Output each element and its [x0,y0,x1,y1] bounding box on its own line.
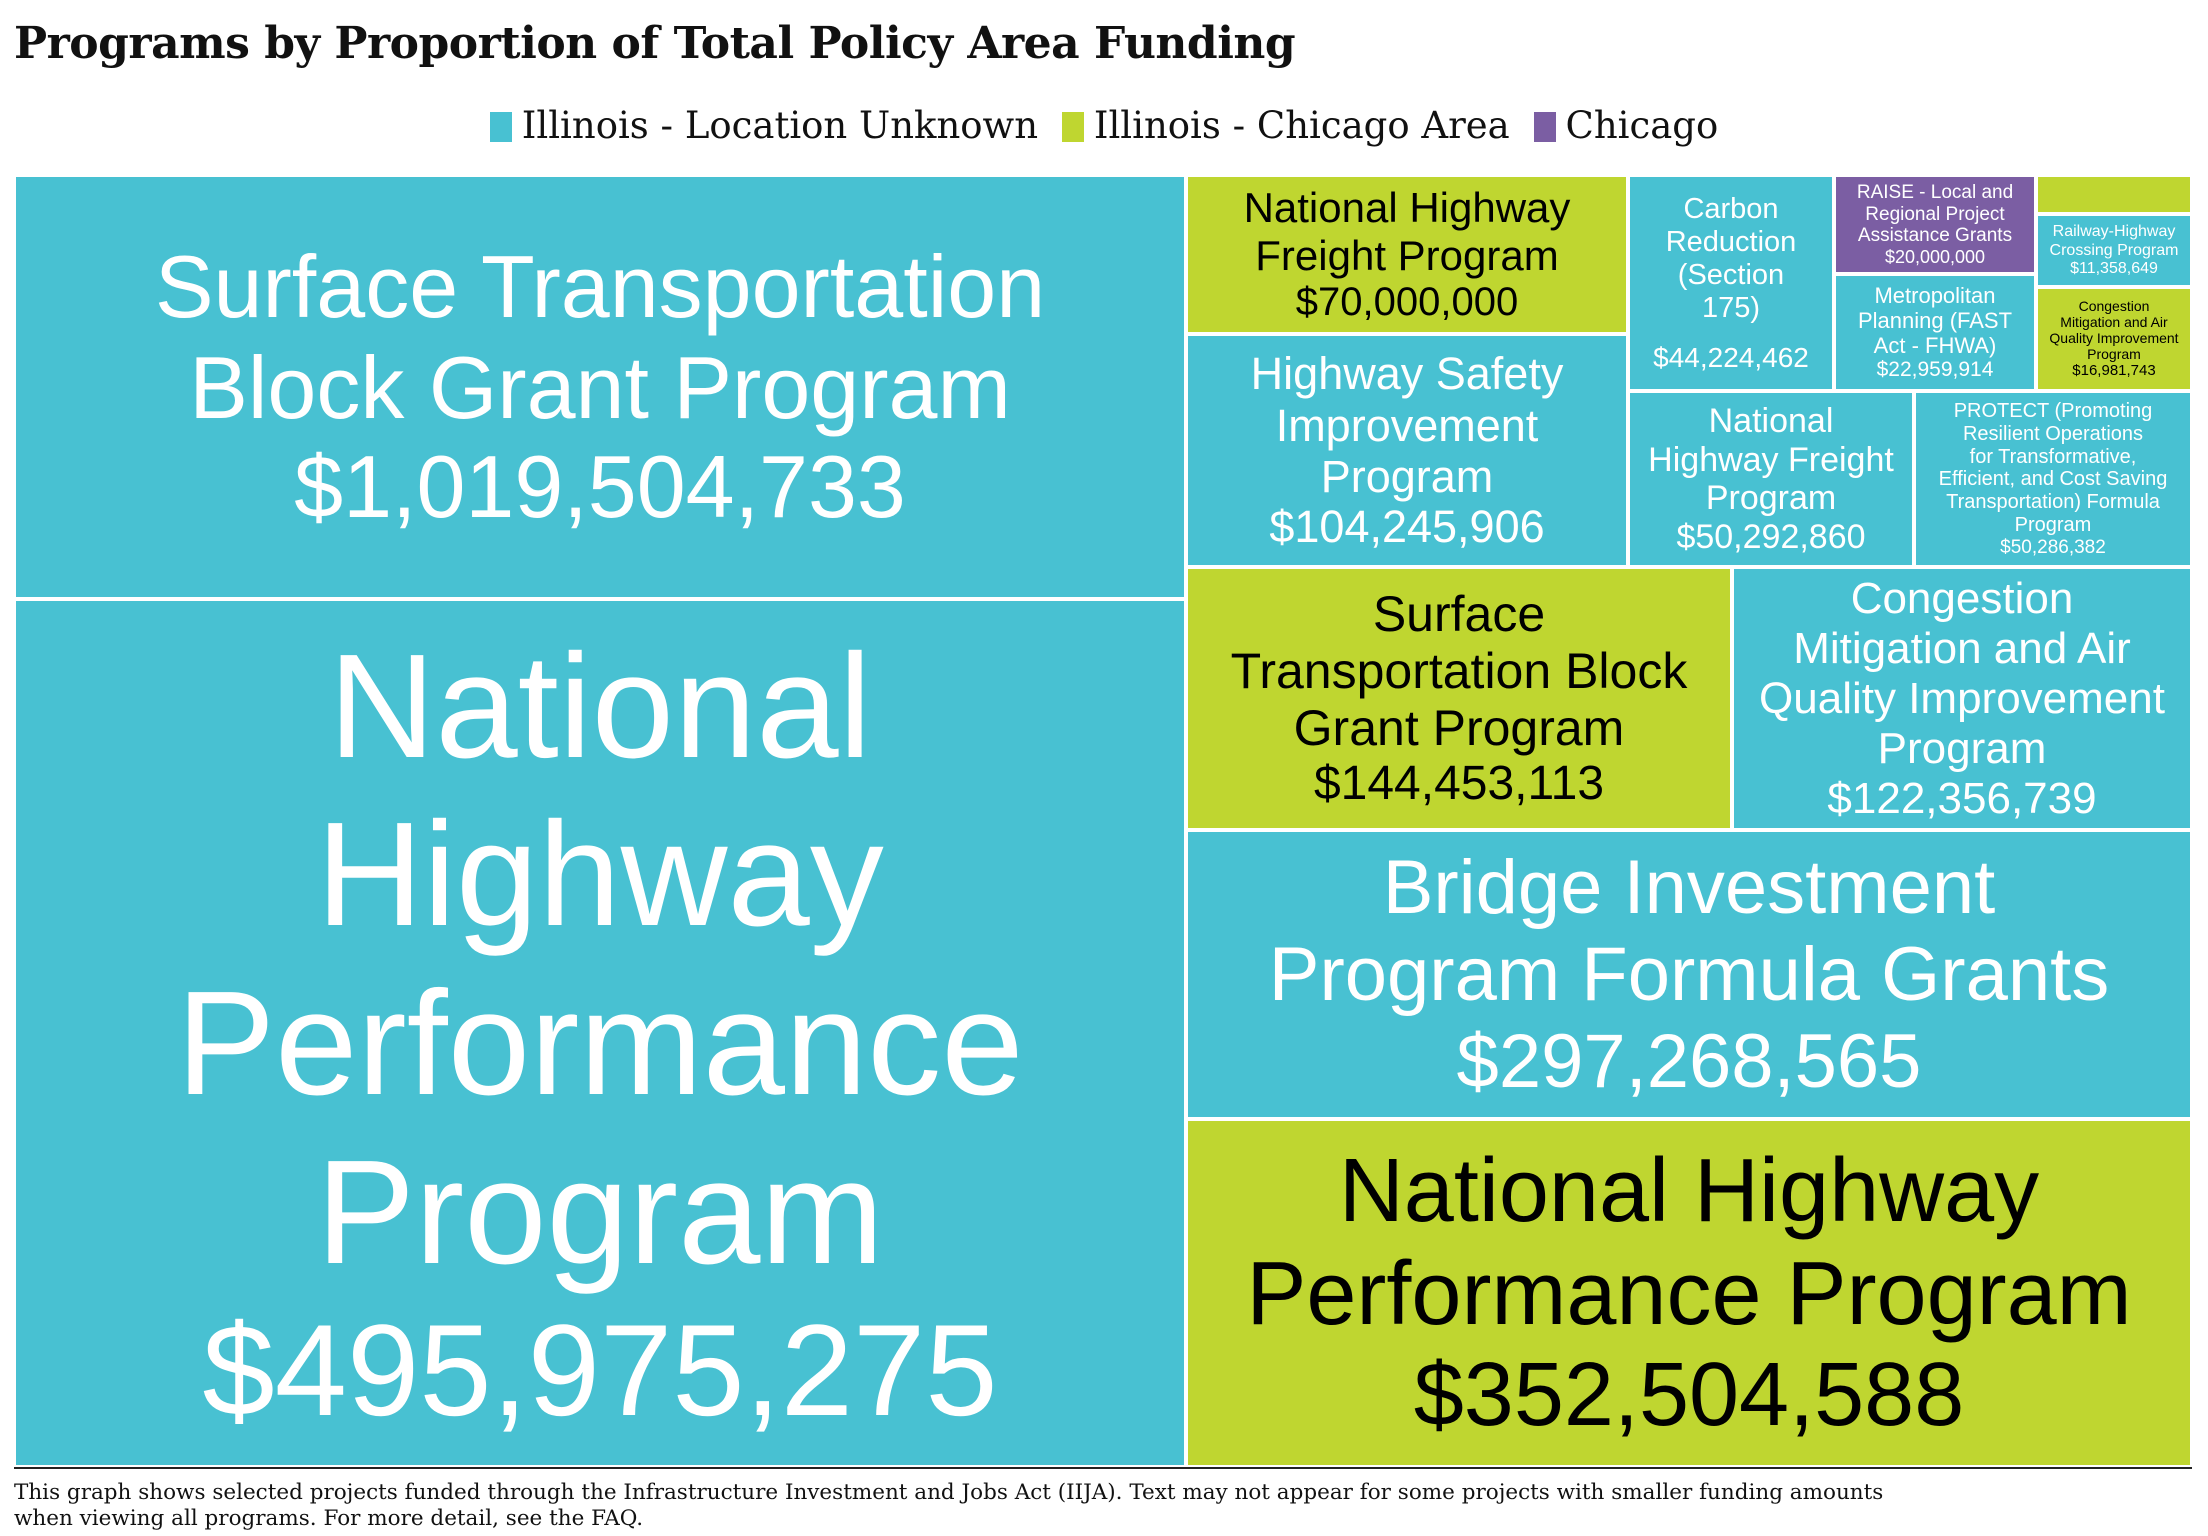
legend-swatch-icon [1533,112,1556,142]
tile-value: $70,000,000 [1295,279,1519,324]
treemap-tile[interactable]: Highway Safety Improvement Program $104,245… [1186,334,1628,567]
tile-label: PROTECT (Promoting Resilient Operations fo… [1938,399,2168,536]
tile-value: $16,981,743 [2072,361,2156,379]
tile-label: Bridge Investment Program Formula Grants [1268,845,2110,1017]
legend-label: Chicago [1565,104,1719,147]
tile-value: $144,453,113 [1313,757,1605,811]
chart-title: Programs by Proportion of Total Policy A… [14,18,1296,69]
tile-label: National Highway Freight Program [1648,401,1894,518]
tile-value: $104,245,906 [1269,501,1545,553]
tile-label: RAISE - Local and Regional Project Assista… [1856,181,2014,247]
tile-value: $20,000,000 [1884,246,1986,267]
tile-value: $50,286,382 [2000,536,2106,558]
tile-value: $122,356,739 [1827,774,2097,824]
tile-value: $50,292,860 [1676,518,1866,557]
legend-item[interactable]: Illinois - Location Unknown [489,104,1039,147]
tile-label: Congestion Mitigation and Air Quality Impr… [1759,573,2165,774]
treemap-tile[interactable]: National Highway Performance Program $352,… [1186,1119,2192,1467]
treemap-tile[interactable]: Surface Transportation Block Grant Program… [1186,567,1732,830]
tile-value: $495,975,275 [202,1296,998,1443]
legend-label: Illinois - Location Unknown [521,104,1039,147]
treemap-tile[interactable]: Metropolitan Planning (FAST Act - FHWA) $22… [1834,274,2036,391]
treemap-tile[interactable]: Carbon Reduction (Section 175) $44,224,462 [1628,175,1834,391]
treemap-tile[interactable] [2036,175,2192,214]
treemap-tile[interactable]: National Highway Freight Program $70,000,0… [1186,175,1628,334]
tile-label: National Highway Performance Program [176,623,1024,1295]
tile-value: $44,224,462 [1653,341,1809,373]
treemap-tile[interactable]: PROTECT (Promoting Resilient Operations fo… [1914,391,2192,567]
treemap-tile[interactable]: Railway-Highway Crossing Program $11,358,6… [2036,214,2192,287]
footnote-line-2: when viewing all programs. For more deta… [14,1506,644,1531]
tile-value: $1,019,504,733 [294,437,906,537]
tile-label: Congestion Mitigation and Air Quality Impr… [2049,297,2179,362]
footnote: This graph shows selected projects funde… [14,1480,1883,1532]
tile-value: $297,268,565 [1456,1018,1922,1104]
footnote-line-1: This graph shows selected projects funde… [14,1480,1884,1505]
tile-label: Highway Safety Improvement Program [1250,348,1564,502]
legend-item[interactable]: Chicago [1533,104,1719,147]
treemap-tile[interactable]: National Highway Performance Program $495,97… [14,599,1186,1467]
tile-label: National Highway Performance Program [1246,1141,2132,1344]
tile-value: $352,504,588 [1413,1345,1965,1446]
tile-label: Surface Transportation Block Grant Program [1230,586,1688,757]
legend-swatch-icon [489,112,512,142]
treemap-tile[interactable]: National Highway Freight Program $50,292,86… [1628,391,1914,567]
legend-swatch-icon [1061,112,1084,142]
treemap-tile[interactable]: Bridge Investment Program Formula Grants $… [1186,830,2192,1119]
treemap-tile[interactable]: Congestion Mitigation and Air Quality Impr… [1732,567,2192,830]
legend-item[interactable]: Illinois - Chicago Area [1061,104,1510,147]
treemap-tile[interactable]: Congestion Mitigation and Air Quality Impr… [2036,287,2192,391]
treemap-tile[interactable]: RAISE - Local and Regional Project Assista… [1834,175,2036,274]
legend-label: Illinois - Chicago Area [1093,104,1510,147]
treemap-tile[interactable]: Surface Transportation Block Grant Progra… [14,175,1186,599]
tile-value: $11,358,649 [2070,259,2158,277]
tile-label: Surface Transportation Block Grant Progra… [154,237,1046,437]
tile-label: National Highway Freight Program [1243,184,1571,280]
tile-label: Metropolitan Planning (FAST Act - FHWA) [1857,283,2013,359]
tile-label: Railway-Highway Crossing Program [2049,223,2179,259]
legend: Illinois - Location Unknown Illinois - C… [0,104,2208,147]
tile-value: $22,959,914 [1876,358,1994,382]
baseline-divider [14,1467,2192,1469]
tile-label: Carbon Reduction (Section 175) [1665,192,1797,324]
